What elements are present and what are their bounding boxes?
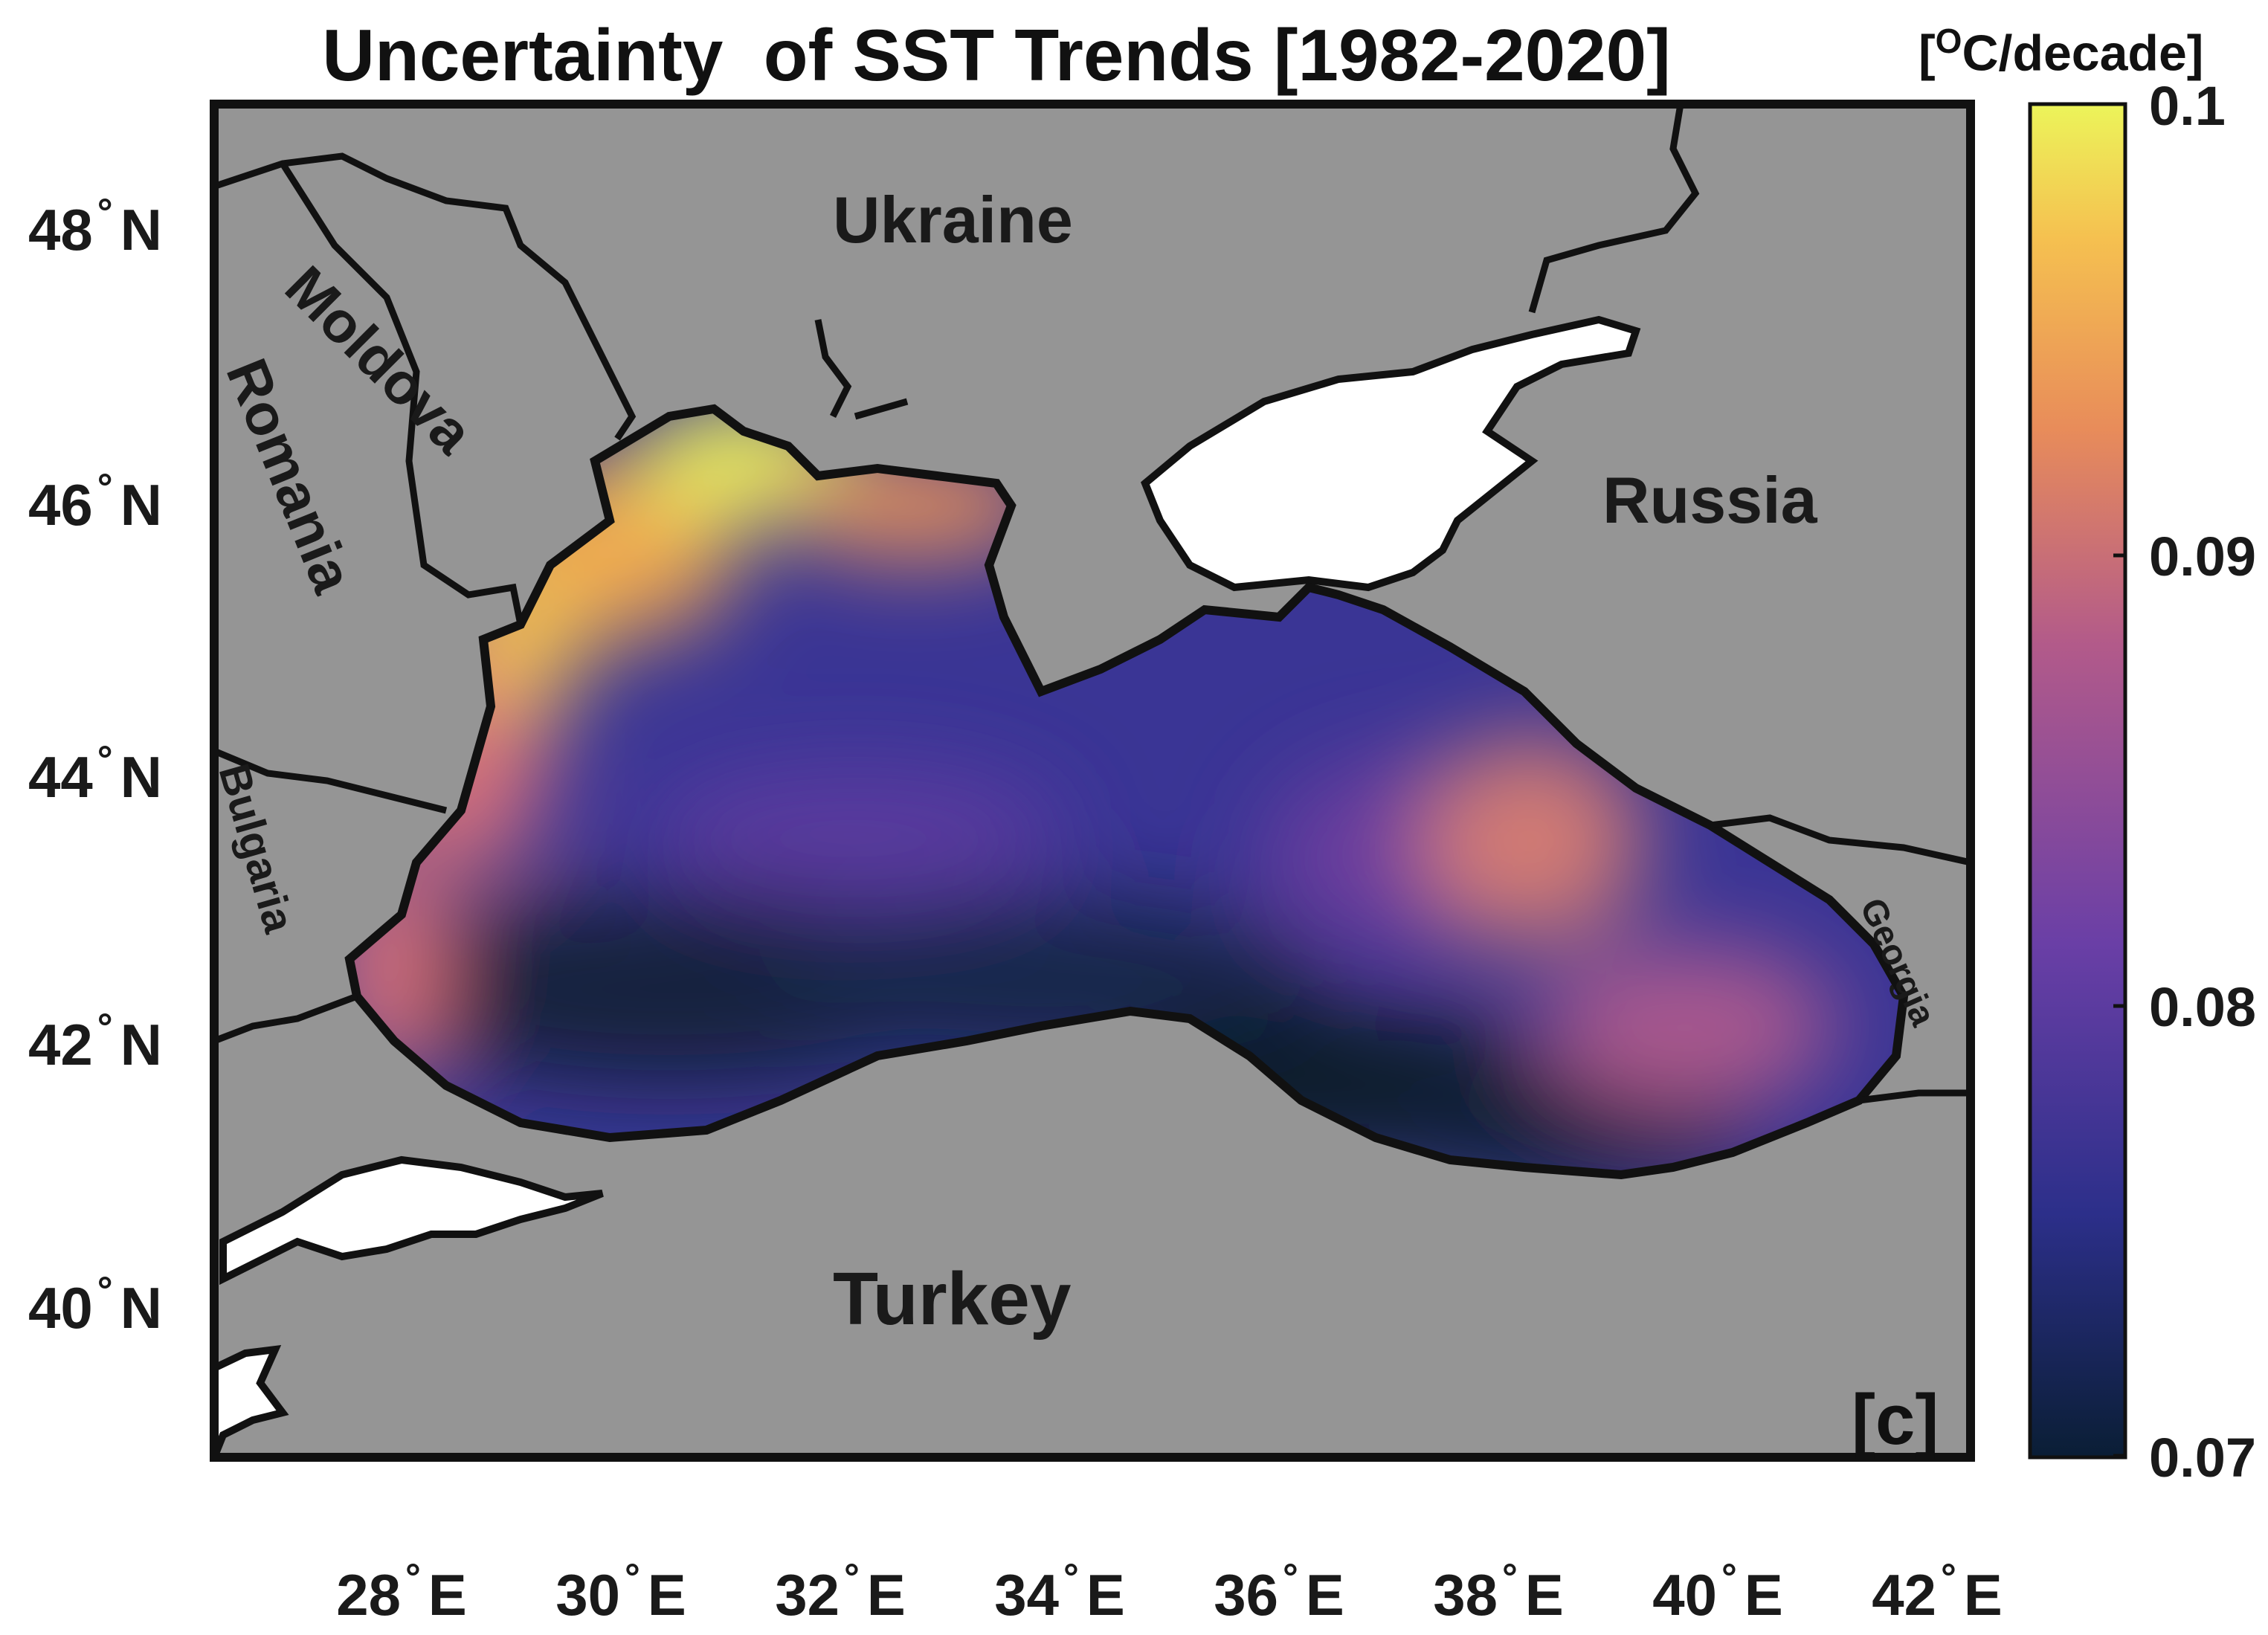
black-sea-coastline: [344, 404, 1909, 1180]
lat-tick-label: 46 ° N: [28, 466, 162, 538]
lon-tick-label: 40 ° E: [1652, 1556, 1783, 1628]
lon-tick-label: 38 ° E: [1433, 1556, 1564, 1628]
country-label-ukraine: Ukraine: [833, 183, 1073, 257]
map-title: Uncertainty of SST Trends [1982-2020]: [322, 14, 1671, 96]
lon-tick-label: 30 ° E: [555, 1556, 686, 1628]
colorbar: [2028, 102, 2127, 1460]
colorbar-tick-label: 0.07: [2149, 1427, 2257, 1489]
colorbar-tick-label: 0.08: [2149, 976, 2257, 1038]
colorbar-tick-label: 0.09: [2149, 526, 2257, 587]
lon-tick-label: 32 ° E: [775, 1556, 906, 1628]
country-borders: [214, 104, 1971, 1104]
lon-tick-label: 36 ° E: [1214, 1556, 1344, 1628]
map-frame: [210, 100, 1975, 1462]
colorbar-tick-marks: [2113, 102, 2125, 1458]
azov-sea: [1141, 315, 1641, 592]
lon-tick-label: 34 ° E: [994, 1556, 1125, 1628]
lon-tick-label: 42 ° E: [1872, 1556, 2003, 1628]
lat-tick-label: 40 ° N: [28, 1269, 162, 1341]
marmara-sea: [219, 1155, 604, 1286]
lat-tick-label: 42 ° N: [28, 1006, 162, 1077]
lon-tick-label: 28 ° E: [336, 1556, 467, 1628]
lat-tick-label: 48 ° N: [28, 191, 162, 262]
colorbar-unit: [OC/decade]: [1919, 22, 2204, 82]
panel-label: [c]: [1852, 1380, 1939, 1460]
colorbar-tick-label: 0.1: [2149, 75, 2226, 137]
country-label-russia: Russia: [1602, 463, 1817, 537]
lat-tick-label: 44 ° N: [28, 738, 162, 810]
country-label-turkey: Turkey: [833, 1257, 1072, 1341]
